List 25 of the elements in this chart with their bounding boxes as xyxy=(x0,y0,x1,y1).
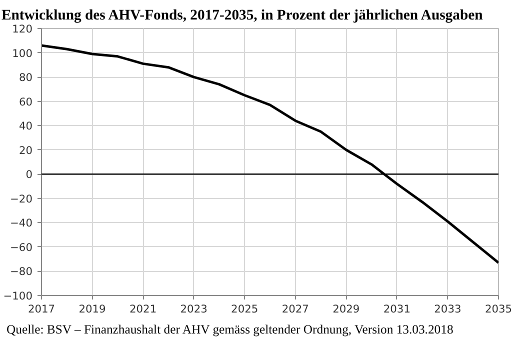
x-tick-label: 2029 xyxy=(332,302,360,316)
x-tick-label: 2035 xyxy=(484,302,512,316)
x-tick-label: 2017 xyxy=(28,302,56,316)
x-tick-label: 2031 xyxy=(383,302,411,316)
chart-title: Entwicklung des AHV-Fonds, 2017-2035, in Prozent der jährlichen Ausgaben xyxy=(2,8,483,24)
y-tick-label: 60 xyxy=(18,95,33,108)
x-tick-label: 2027 xyxy=(282,302,309,316)
y-tick-label: 0 xyxy=(26,168,33,182)
line-series xyxy=(42,44,498,264)
y-tick-label: 120 xyxy=(12,22,33,36)
source-note: Quelle: BSV – Finanzhaushalt der AHV gemäss geltender Ordnung, Version 13.03.2018 xyxy=(6,322,454,336)
x-tick-label: 2033 xyxy=(434,302,462,316)
x-tick-label: 2019 xyxy=(78,302,106,316)
x-tick-label: 2021 xyxy=(129,302,157,316)
y-tick-label: −20 xyxy=(10,192,33,206)
y-tick-label: −60 xyxy=(10,240,33,254)
x-tick-label: 2025 xyxy=(231,302,258,316)
y-tick-label: −40 xyxy=(10,216,33,230)
y-tick-label: −100 xyxy=(3,290,33,302)
y-tick-label: 40 xyxy=(18,120,33,133)
y-tick-label: 80 xyxy=(18,71,33,84)
y-tick-label: 20 xyxy=(18,144,33,157)
y-tick-label: −80 xyxy=(10,265,33,278)
y-tick-label: 100 xyxy=(12,46,33,60)
x-tick-label: 2023 xyxy=(180,302,208,316)
